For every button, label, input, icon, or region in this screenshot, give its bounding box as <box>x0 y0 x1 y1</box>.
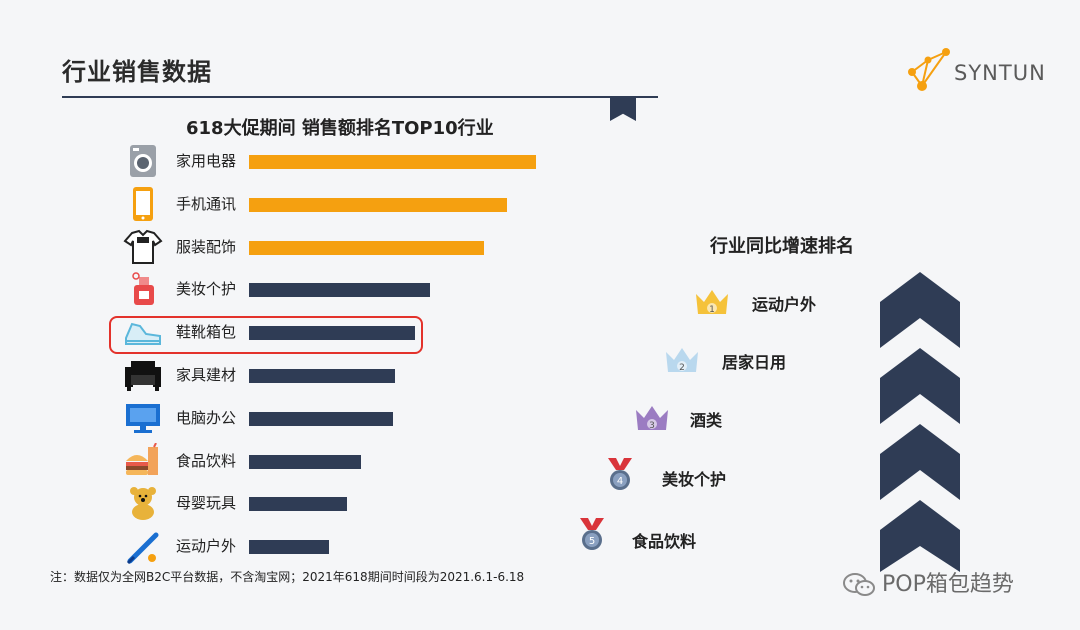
growth-rank-label: 运动户外 <box>752 295 817 314</box>
silver-crown-icon: 2 <box>662 342 702 378</box>
bar <box>249 454 361 469</box>
svg-text:2: 2 <box>679 363 685 373</box>
logo-text: SYNTUN <box>954 61 1046 85</box>
footnote: 注：数据仅为全网B2C平台数据，不含淘宝网；2021年618期间时间段为2021… <box>50 570 525 584</box>
highlight-box <box>109 316 423 354</box>
category-label: 鞋靴箱包 <box>176 323 237 342</box>
category-label: 运动户外 <box>176 537 237 556</box>
growth-rank-label: 酒类 <box>690 411 723 430</box>
category-label: 家用电器 <box>176 152 237 170</box>
category-label: 服装配饰 <box>176 237 237 256</box>
page-title: 行业销售数据 <box>62 58 212 86</box>
category-label: 母婴玩具 <box>176 494 237 513</box>
phone-icon <box>122 186 164 222</box>
sofa-icon <box>122 357 164 393</box>
teddy-bear-icon <box>122 485 164 521</box>
category-label: 食品饮料 <box>176 451 237 470</box>
wechat-icon <box>843 573 875 596</box>
bar <box>249 411 393 426</box>
sneaker-icon <box>122 314 164 350</box>
bar <box>249 369 396 383</box>
gold-crown-icon: 1 <box>692 284 732 320</box>
bar <box>249 283 430 298</box>
svg-text:5: 5 <box>589 536 595 547</box>
medal-icon: 4 <box>600 456 640 492</box>
burger-drink-icon <box>122 442 164 479</box>
medal-icon: 5 <box>572 516 612 552</box>
growth-rank-label: 美妆个护 <box>662 470 727 489</box>
svg-text:3: 3 <box>649 421 655 431</box>
bar <box>249 326 416 341</box>
chart-title: 618大促期间 销售额排名TOP10行业 <box>186 118 494 139</box>
perfume-icon <box>122 271 164 307</box>
bar <box>249 497 347 512</box>
growth-rank-label: 居家日用 <box>722 353 787 372</box>
bookmark-icon <box>610 97 636 121</box>
title-underline <box>62 96 658 98</box>
category-label: 电脑办公 <box>176 408 237 427</box>
growth-ranking-title: 行业同比增速排名 <box>710 236 854 257</box>
bar <box>249 197 508 212</box>
category-label: 美妆个护 <box>176 280 237 299</box>
growth-rank-label: 食品饮料 <box>632 532 697 551</box>
baseball-bat-icon <box>122 528 164 565</box>
svg-text:1: 1 <box>709 305 715 315</box>
svg-text:4: 4 <box>617 476 623 487</box>
bar <box>249 540 330 555</box>
watermark: POP箱包趋势 <box>882 572 1014 597</box>
category-label: 家具建材 <box>176 366 237 384</box>
bar <box>249 155 536 169</box>
tshirt-icon <box>122 229 164 265</box>
syntun-logo <box>908 48 950 91</box>
upward-chevrons-icon <box>880 272 960 572</box>
bronze-crown-icon: 3 <box>632 400 672 436</box>
monitor-icon <box>122 400 164 436</box>
category-label: 手机通讯 <box>176 194 237 213</box>
washing-machine-icon <box>122 143 164 179</box>
bar <box>249 240 485 255</box>
